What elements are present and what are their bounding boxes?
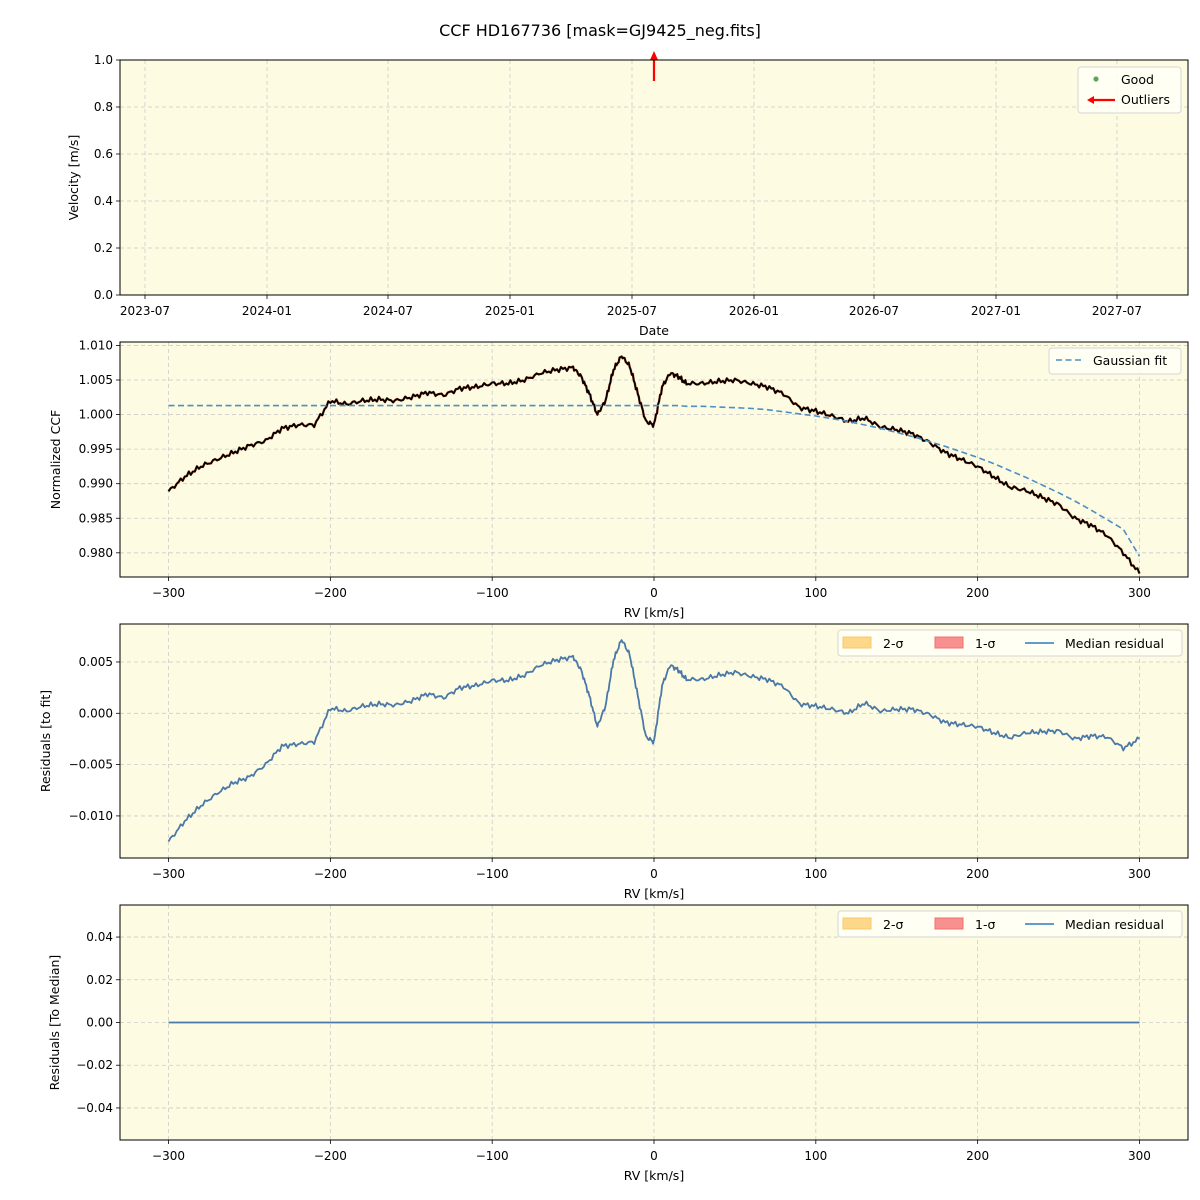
y-tick-label: −0.04 [76,1101,113,1115]
y-tick-label: 0.8 [94,100,113,114]
x-tick-label: 100 [804,867,827,881]
y-tick-label: 1.005 [79,373,113,387]
plot-area [120,60,1188,295]
y-axis-label: Velocity [m/s] [66,135,81,221]
y-tick-label: −0.02 [76,1058,113,1072]
panel-velocity: 2023-07 2024-01 2024-07 2025-01 2025-07 2026-… [66,51,1189,338]
y-tick-label: 0.980 [79,546,113,560]
y-tick-label: 0.005 [79,655,113,669]
x-tick-label: 300 [1128,1149,1151,1163]
gaussian-fit-line [168,404,1141,557]
legend-label: Good [1121,72,1154,87]
x-tick-label: 300 [1128,586,1151,600]
plot-series [167,355,1141,574]
good-dot-icon [1093,76,1099,82]
x-tick-label: 2025-01 [485,304,535,318]
y-tick-label: 0.985 [79,511,113,525]
legend-label: Gaussian fit [1093,353,1167,368]
x-axis-label: Date [639,323,669,338]
y-tick-label: 1.0 [94,53,113,67]
one-sigma-patch-icon [934,917,964,930]
y-tick-label: 0.04 [86,930,113,944]
axes-frame [119,341,1189,578]
y-tick-label: 1.000 [79,408,113,422]
y-tick-label: 1.010 [79,338,113,352]
x-tick-label: 2023-07 [120,304,170,318]
legend-label: Median residual [1065,917,1164,932]
x-tick-label: 0 [650,586,658,600]
x-tick-label: 2026-07 [849,304,899,318]
y-tick-label: −0.005 [69,758,113,772]
x-tick-label: 200 [966,1149,989,1163]
x-axis-label: RV [km/s] [624,886,684,901]
legend-ccf: Gaussian fit [1048,347,1182,375]
y-axis-label: Normalized CCF [48,410,63,510]
x-tick-label: 100 [804,1149,827,1163]
x-tick-label: 100 [804,586,827,600]
x-tick-label: −200 [314,586,347,600]
legend-label: 2-σ [883,636,903,651]
x-tick-label: −100 [476,586,509,600]
outlier-arrow-head-icon [650,51,658,60]
x-tick-label: 2027-07 [1092,304,1142,318]
one-sigma-patch-icon [934,636,964,649]
x-tick-label: −200 [314,867,347,881]
outlier-arrow-icon [1087,96,1094,104]
y-tick-label: 0.00 [86,1016,113,1030]
y-axis-label: Residuals [To Median] [47,955,62,1091]
plot-area [120,342,1188,577]
axes-frame [119,59,1189,296]
x-tick-label: 200 [966,867,989,881]
two-sigma-patch-icon [842,636,872,649]
x-tick-label: 2027-01 [971,304,1021,318]
x-tick-label: 0 [650,867,658,881]
x-tick-label: 0 [650,1149,658,1163]
y-tick-label: 0.995 [79,442,113,456]
x-tick-label: −300 [152,867,185,881]
legend-label: 1-σ [975,636,995,651]
y-tick-label: 0.0 [94,288,113,302]
legend-velocity: Good Outliers [1077,66,1182,114]
y-tick-label: 0.4 [94,194,113,208]
x-tick-label: 300 [1128,867,1151,881]
y-tick-label: −0.010 [69,809,113,823]
data-line [167,639,1141,843]
y-axis-label: Residuals [to fit] [38,690,53,792]
x-tick-label: 2026-01 [729,304,779,318]
y-tick-label: 0.000 [79,706,113,720]
legend-residuals-to-fit: 2-σ 1-σ Median residual [837,629,1183,657]
y-tick-label: 0.6 [94,147,113,161]
x-axis-label: RV [km/s] [624,605,684,620]
panel-residuals-to-median: −300 −200 −100 0 100 200 300 −0.04 −0.02 0.00 0.02… [47,904,1189,1183]
legend-label: Outliers [1121,92,1170,107]
x-tick-label: −300 [152,586,185,600]
x-tick-label: −200 [314,1149,347,1163]
legend-label: 2-σ [883,917,903,932]
x-tick-label: 2024-01 [242,304,292,318]
x-axis-label: RV [km/s] [624,1168,684,1183]
plot-series [167,639,1141,843]
axes-frame [119,623,1189,859]
legend-label: 1-σ [975,917,995,932]
panel-ccf: −300 −200 −100 0 100 200 300 0.980 0.985 0.990 0.9… [48,338,1189,620]
legend-residuals-to-median: 2-σ 1-σ Median residual [837,910,1183,938]
x-tick-label: −100 [476,867,509,881]
y-tick-label: 0.02 [86,973,113,987]
two-sigma-patch-icon [842,917,872,930]
x-tick-label: 2024-07 [363,304,413,318]
figure-title: CCF HD167736 [mask=GJ9425_neg.fits] [439,21,761,40]
legend-label: Median residual [1065,636,1164,651]
x-tick-label: 200 [966,586,989,600]
data-line [167,355,1141,574]
axes-frame [119,904,1189,1141]
panel-residuals-to-fit: −300 −200 −100 0 100 200 300 −0.010 −0.005 0.000 0… [38,623,1189,901]
x-tick-label: −100 [476,1149,509,1163]
x-tick-label: 2025-07 [607,304,657,318]
y-tick-label: 0.990 [79,477,113,491]
x-tick-label: −300 [152,1149,185,1163]
y-tick-label: 0.2 [94,241,113,255]
